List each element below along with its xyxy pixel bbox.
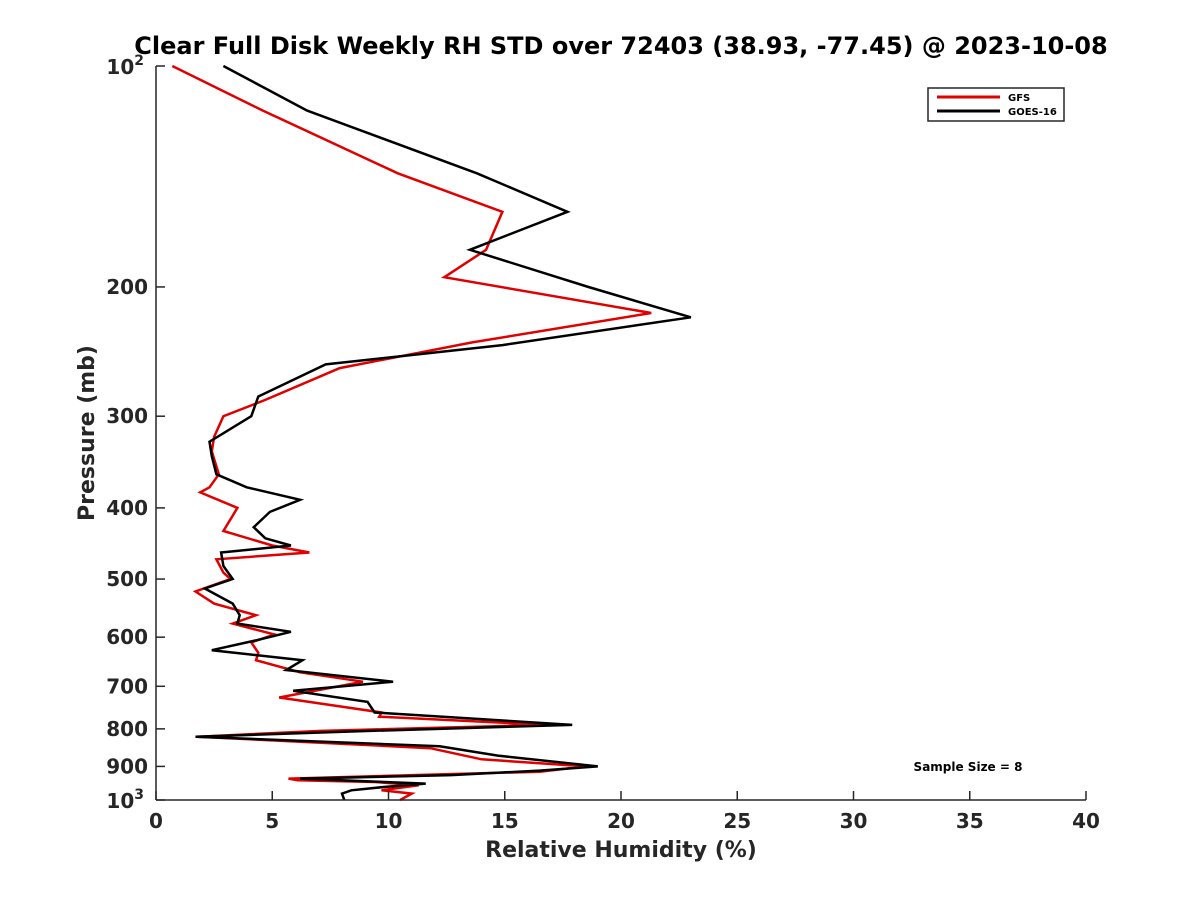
chart-title: Clear Full Disk Weekly RH STD over 72403…: [134, 32, 1107, 60]
x-tick-label: 20: [607, 809, 635, 833]
series-line-goes16: [195, 64, 692, 801]
x-tick-label: 5: [265, 809, 279, 833]
legend-box: [927, 87, 1065, 122]
y-tick-label: 800: [106, 717, 148, 741]
y-tick-label: 300: [106, 404, 148, 428]
x-tick-label: 15: [491, 809, 519, 833]
y-tick-label: 103: [106, 787, 144, 813]
sample-size-annotation: Sample Size = 8: [914, 760, 1023, 774]
plot-area: 0 5 10 15 20 25 30 35 40 102 200 300 400 500 600 700 800…: [106, 53, 1100, 833]
x-tick-label: 40: [1072, 809, 1100, 833]
x-tick-label: 25: [723, 809, 751, 833]
y-axis-label: Pressure (mb): [75, 345, 100, 521]
x-tick-label: 35: [956, 809, 984, 833]
legend-label-goes16: GOES-16: [1008, 107, 1057, 118]
y-tick-label: 200: [106, 275, 148, 299]
y-tick-label: 102: [106, 53, 144, 79]
y-tick-label: 700: [106, 674, 148, 698]
y-tick-label: 600: [106, 625, 148, 649]
y-tick-label: 500: [106, 567, 148, 591]
legend-label-gfs: GFS: [1008, 93, 1030, 104]
x-axis-label: Relative Humidity (%): [485, 838, 757, 863]
y-tick-label: 900: [106, 754, 148, 778]
x-tick-label: 30: [840, 809, 868, 833]
x-tick-label: 0: [149, 809, 163, 833]
y-tick-label: 400: [106, 496, 148, 520]
legend: GFS GOES-16: [927, 87, 1065, 122]
x-tick-label: 10: [375, 809, 403, 833]
